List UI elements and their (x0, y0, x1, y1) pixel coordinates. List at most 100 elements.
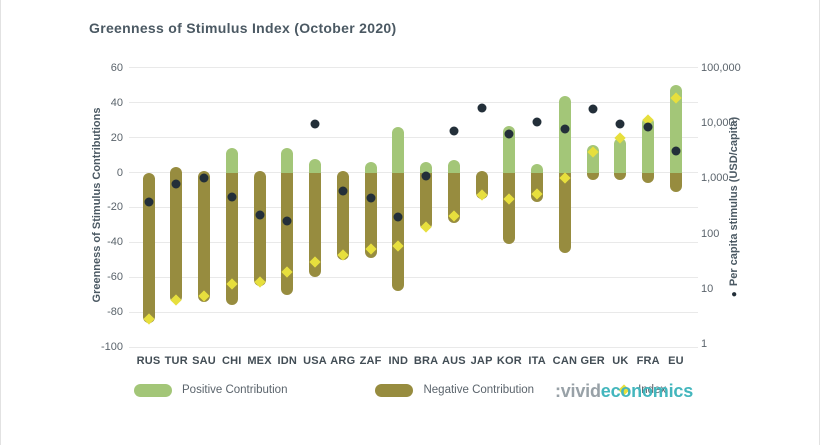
left-axis-tick-label: -80 (107, 306, 123, 319)
x-axis-category-label: ARG (330, 355, 356, 367)
x-axis-category-label: UK (612, 355, 629, 367)
gridline (129, 67, 698, 69)
bar-negative (336, 170, 349, 260)
per-capita-dot-marker (532, 117, 542, 127)
right-axis-tick-label: 100 (701, 227, 720, 240)
right-axis-tick-label: 10,000 (701, 117, 735, 130)
bar-positive (392, 127, 405, 173)
per-capita-dot-marker (615, 119, 625, 129)
legend-item-positive: Positive Contribution (134, 383, 288, 397)
left-axis-tick-label: 0 (116, 166, 123, 179)
per-capita-dot-marker (282, 216, 292, 226)
right-axis-title: ●Per capita stimulus (USD/capita) (728, 117, 740, 297)
x-axis-category-label: GER (580, 355, 605, 367)
right-axis-tick-label: 100,000 (701, 62, 741, 74)
vivid-economics-logo: :vivideconomics (555, 381, 693, 402)
bar-negative (281, 172, 294, 295)
bar-negative (392, 172, 405, 292)
x-axis-category-label: ITA (528, 355, 546, 367)
chart-title: Greenness of Stimulus Index (October 202… (89, 20, 397, 36)
x-axis-category-label: IND (388, 355, 409, 367)
right-axis-tick-label: 1 (701, 338, 708, 350)
bar-positive (281, 148, 294, 173)
left-axis-tick-label: 60 (110, 61, 123, 74)
per-capita-dot-marker (393, 212, 403, 222)
left-axis-tick-label: 40 (110, 96, 123, 109)
right-axis-tick-label: 1,000 (701, 172, 729, 185)
bar-negative (198, 170, 211, 302)
legend-item-negative: Negative Contribution (375, 383, 535, 397)
bar-negative (447, 172, 460, 224)
per-capita-dot-marker (227, 192, 237, 201)
gridline (129, 102, 698, 104)
bar-negative (225, 172, 238, 306)
bar-negative (669, 172, 682, 192)
per-capita-dot-marker (255, 210, 265, 220)
bar-negative (614, 172, 627, 180)
bar-negative (420, 172, 433, 231)
logo-suffix: economics (600, 381, 693, 401)
per-capita-dot-marker (643, 122, 653, 132)
gridline (129, 241, 698, 243)
left-axis-tick-label: -20 (107, 201, 123, 214)
per-capita-dot-marker (366, 193, 376, 203)
per-capita-dot-marker (588, 104, 598, 114)
right-axis-title-text: Per capita stimulus (USD/capita) (728, 116, 740, 287)
bar-negative (170, 167, 183, 304)
left-axis-tick-label: -100 (100, 341, 123, 353)
per-capita-dot-marker (144, 197, 153, 207)
x-axis-category-label: EU (668, 355, 684, 367)
legend-label-negative: Negative Contribution (423, 384, 535, 396)
per-capita-dot-marker (449, 126, 459, 136)
gridline (129, 172, 698, 174)
bar-positive (642, 116, 655, 173)
per-capita-dot-marker (338, 186, 348, 196)
bar-negative (253, 170, 266, 286)
x-axis-category-label: BRA (413, 355, 439, 367)
x-axis-category-label: TUR (164, 355, 188, 367)
x-axis-category-label: MEX (247, 355, 272, 367)
left-axis-tick-label: -60 (107, 271, 123, 284)
x-axis-category-label: JAP (470, 355, 493, 367)
per-capita-dot-marker (421, 171, 431, 181)
legend-label-index: Index (638, 384, 667, 396)
per-capita-dot-marker (671, 146, 681, 156)
gridline (129, 311, 698, 313)
bar-positive (614, 137, 627, 173)
gridline (129, 206, 698, 208)
per-capita-dot-marker (199, 173, 209, 183)
bar-positive (225, 148, 238, 173)
gridline (129, 276, 698, 278)
per-capita-dot-marker (171, 179, 181, 189)
x-axis-category-label: USA (303, 355, 327, 367)
right-axis-tick-label: 10 (701, 282, 714, 295)
left-axis-tick-label: 20 (110, 131, 123, 144)
x-axis-category-label: FRA (636, 355, 660, 367)
bar-negative (142, 172, 155, 323)
gridline (129, 137, 698, 139)
bar-negative (558, 172, 571, 253)
bar-positive (531, 163, 544, 173)
x-axis-category-label: SAU (192, 355, 216, 367)
legend: Positive Contribution Negative Contribut… (134, 382, 666, 398)
logo-prefix: :vivid (554, 381, 601, 401)
per-capita-dot-marker (504, 129, 514, 139)
left-axis-tick-label: -40 (107, 236, 123, 249)
x-axis-category-label: IDN (277, 355, 298, 367)
bar-negative (309, 172, 322, 278)
negative-swatch-icon (375, 383, 414, 397)
bar-negative (586, 172, 599, 180)
bar-positive (558, 95, 571, 173)
legend-label-positive: Positive Contribution (182, 384, 288, 396)
x-axis-category-label: CHI (221, 355, 242, 367)
x-axis-category-label: KOR (496, 355, 522, 367)
positive-swatch-icon (134, 383, 172, 397)
x-axis-category-label: CAN (552, 355, 578, 367)
bar-positive (447, 160, 460, 173)
bar-negative (503, 172, 516, 245)
bar-positive (420, 162, 433, 173)
legend-item-index: Index (618, 384, 667, 396)
per-capita-dot-marker (560, 124, 570, 134)
per-capita-dot-marker (310, 119, 320, 129)
